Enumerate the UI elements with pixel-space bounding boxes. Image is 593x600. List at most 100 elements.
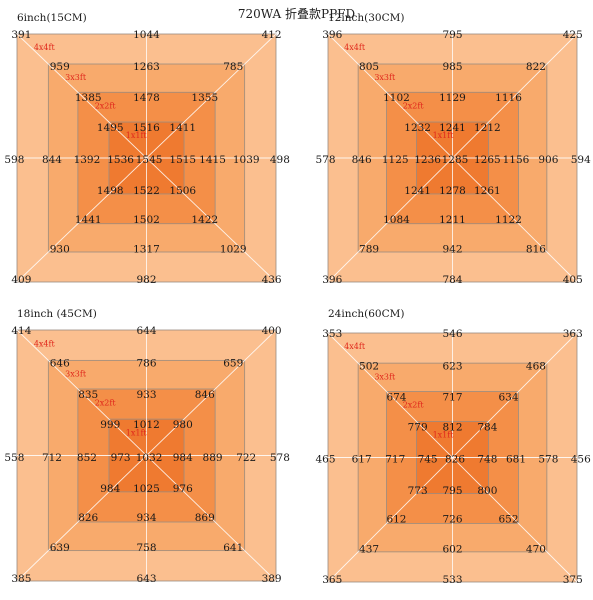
panel-12inch: 12inch(30CM) 4x4ft 3x3ft 2x2ft 1x1ft 396 795 42… <box>315 12 591 286</box>
ppfd-value: 1044 <box>133 29 160 41</box>
ppfd-value: 389 <box>262 573 282 585</box>
zone-label: 3x3ft <box>374 372 396 381</box>
ppfd-value: 1129 <box>439 92 466 104</box>
zone-label: 1x1ft <box>126 131 148 140</box>
ppfd-value: 353 <box>322 328 342 340</box>
ppfd-value: 1536 <box>107 154 134 166</box>
ppfd-value: 652 <box>499 514 519 526</box>
ppfd-value: 976 <box>173 483 193 495</box>
ppfd-value: 812 <box>442 421 462 433</box>
ppfd-value: 1355 <box>191 92 218 104</box>
ppfd-value: 1392 <box>74 154 101 166</box>
ppfd-value: 681 <box>506 454 526 466</box>
ppfd-value: 468 <box>526 360 546 372</box>
ppfd-value: 641 <box>223 542 243 554</box>
ppfd-value: 1506 <box>169 185 196 197</box>
ppfd-value: 617 <box>352 454 372 466</box>
ppfd-value: 502 <box>359 360 379 372</box>
ppfd-value: 578 <box>538 454 558 466</box>
zone-label: 1x1ft <box>433 431 455 440</box>
ppfd-value: 465 <box>315 454 335 466</box>
ppfd-value: 717 <box>442 391 462 403</box>
ppfd-value: 784 <box>442 274 462 286</box>
ppfd-value: 717 <box>385 454 405 466</box>
ppfd-value: 1411 <box>169 122 196 134</box>
zone-label: 4x4ft <box>34 43 56 52</box>
ppfd-value: 1029 <box>220 244 247 256</box>
ppfd-value: 470 <box>526 543 546 555</box>
ppfd-value: 1212 <box>474 122 501 134</box>
ppfd-value: 409 <box>11 274 31 286</box>
ppfd-value: 1495 <box>97 122 124 134</box>
ppfd-value: 1102 <box>383 92 410 104</box>
ppfd-value: 498 <box>270 154 290 166</box>
ppfd-value: 1265 <box>474 154 501 166</box>
zone-label: 4x4ft <box>344 43 366 52</box>
ppfd-value: 1236 <box>414 154 441 166</box>
ppfd-value: 844 <box>42 154 62 166</box>
ppfd-value: 1422 <box>191 214 218 226</box>
ppfd-value: 578 <box>270 452 290 464</box>
ppfd-value: 375 <box>563 574 583 586</box>
ppfd-value: 773 <box>408 485 428 497</box>
ppfd-value: 846 <box>195 389 215 401</box>
ppfd-value: 1317 <box>133 244 160 256</box>
ppfd-value: 437 <box>359 543 379 555</box>
ppfd-value: 1156 <box>503 154 530 166</box>
ppfd-value: 786 <box>136 358 156 370</box>
ppfd-value: 643 <box>136 573 156 585</box>
ppfd-value: 852 <box>77 452 97 464</box>
zone-label: 2x2ft <box>95 101 117 110</box>
ppfd-value: 959 <box>50 61 70 73</box>
ppfd-value: 436 <box>262 274 282 286</box>
zone-label: 4x4ft <box>344 342 366 351</box>
panel-title: 12inch(30CM) <box>328 12 404 24</box>
ppfd-value: 933 <box>136 389 156 401</box>
ppfd-value: 889 <box>203 452 223 464</box>
panel-title: 6inch(15CM) <box>17 12 87 24</box>
ppfd-value: 748 <box>477 454 497 466</box>
ppfd-value: 1039 <box>233 154 260 166</box>
ppfd-value: 1498 <box>97 185 124 197</box>
ppfd-value: 674 <box>386 391 406 403</box>
ppfd-value: 835 <box>78 389 98 401</box>
ppfd-value: 1125 <box>382 154 409 166</box>
ppfd-value: 400 <box>262 325 282 337</box>
ppfd-value: 869 <box>195 512 215 524</box>
ppfd-value: 826 <box>445 454 465 466</box>
ppfd-value: 758 <box>136 542 156 554</box>
ppfd-value: 942 <box>442 244 462 256</box>
guide-line <box>16 329 277 582</box>
ppfd-value: 391 <box>11 29 31 41</box>
ppfd-value: 1232 <box>404 122 431 134</box>
ppfd-value: 623 <box>442 360 462 372</box>
ppfd-value: 1211 <box>439 214 466 226</box>
ppfd-value: 1025 <box>133 483 160 495</box>
ppfd-value: 385 <box>11 573 31 585</box>
ppfd-value: 999 <box>100 419 120 431</box>
ppfd-value: 594 <box>571 154 591 166</box>
ppfd-value: 826 <box>78 512 98 524</box>
ppfd-value: 1441 <box>75 214 102 226</box>
ppfd-value: 1522 <box>133 185 160 197</box>
zone-label: 2x2ft <box>95 398 117 407</box>
ppfd-value: 984 <box>100 483 120 495</box>
ppfd-value: 546 <box>442 328 462 340</box>
ppfd-value: 598 <box>4 154 24 166</box>
ppfd-value: 396 <box>322 29 342 41</box>
ppfd-value: 1241 <box>439 122 466 134</box>
ppfd-value: 726 <box>442 514 462 526</box>
ppfd-value: 1478 <box>133 92 160 104</box>
guide-line <box>327 33 578 283</box>
ppfd-value: 934 <box>136 512 156 524</box>
ppfd-value: 1263 <box>133 61 160 73</box>
ppfd-value: 612 <box>386 514 406 526</box>
zone-label: 4x4ft <box>34 339 56 348</box>
zone-label: 1x1ft <box>126 428 148 437</box>
ppfd-value: 795 <box>442 29 462 41</box>
zone-label: 3x3ft <box>374 73 396 82</box>
ppfd-value: 578 <box>315 154 335 166</box>
ppfd-value: 800 <box>477 485 497 497</box>
ppfd-value: 712 <box>42 452 62 464</box>
ppfd-value: 412 <box>262 29 282 41</box>
